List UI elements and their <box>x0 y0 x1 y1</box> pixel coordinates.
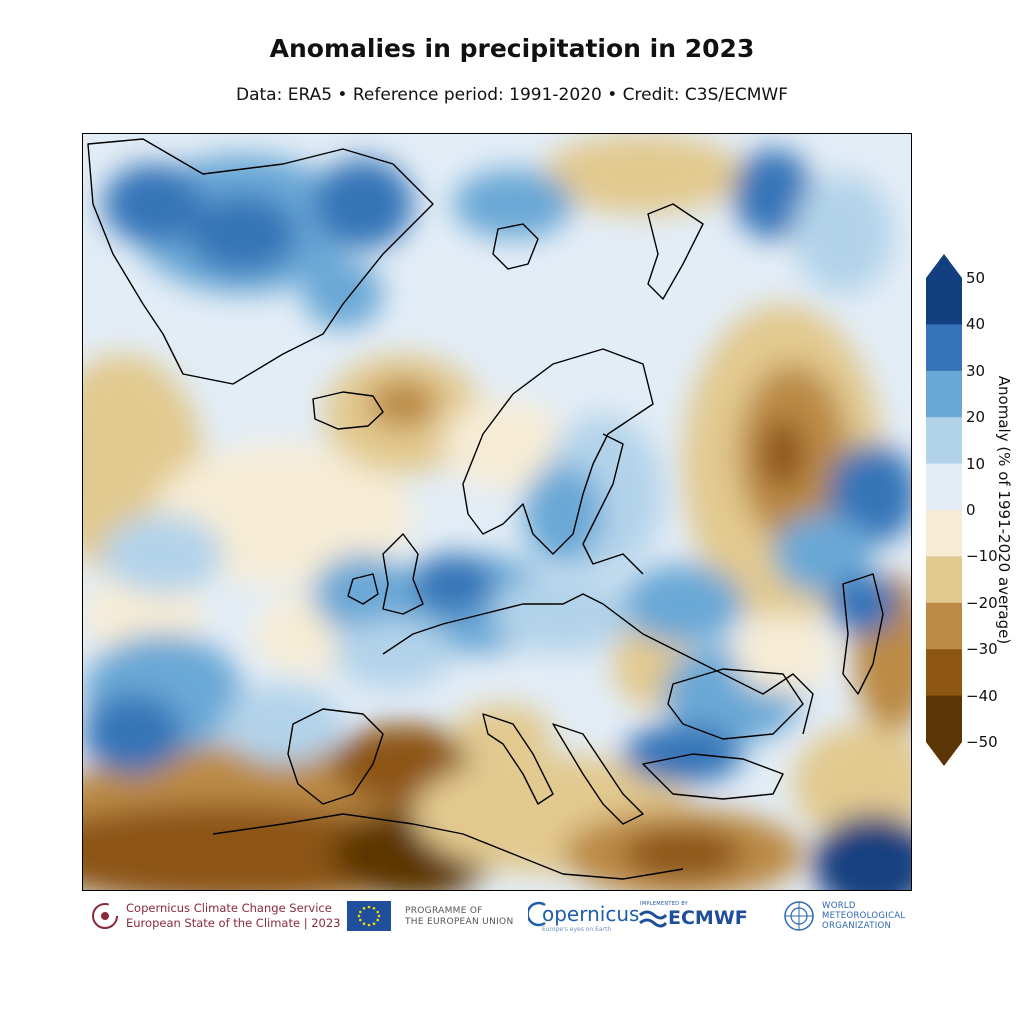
colorbar <box>926 254 962 766</box>
anomaly-map <box>82 133 912 891</box>
wmo-line1: WORLD <box>822 901 856 911</box>
colorbar-tick-label: −40 <box>966 686 998 705</box>
chart-subtitle: Data: ERA5 • Reference period: 1991-2020… <box>236 85 788 105</box>
copernicus-word: opernicus <box>542 902 640 926</box>
colorbar-bin <box>926 324 962 372</box>
c3s-emblem-icon <box>92 903 118 929</box>
colorbar-bin <box>926 649 962 697</box>
colorbar-bin <box>926 602 962 650</box>
colorbar-tick-label: 50 <box>966 269 986 287</box>
colorbar-tick-label: −20 <box>966 593 998 612</box>
colorbar-tick-label: 30 <box>966 361 986 380</box>
colorbar-tick-label: 20 <box>966 408 986 427</box>
ecmwf-implemented: IMPLEMENTED BY <box>640 901 689 907</box>
chart-title: Anomalies in precipitation in 2023 <box>269 34 755 63</box>
colorbar-tick-label: 0 <box>966 501 976 519</box>
ecmwf-wave-icon <box>639 910 668 928</box>
colorbar-bin <box>926 510 962 557</box>
map-canvas <box>83 134 911 890</box>
ecmwf-word: ECMWF <box>668 907 748 929</box>
colorbar-tick-label: 10 <box>966 454 986 473</box>
eu-line2: THE EUROPEAN UNION <box>405 917 514 927</box>
colorbar-bin <box>926 695 962 743</box>
eu-line1: PROGRAMME OF <box>405 906 483 916</box>
coastlines <box>87 138 884 880</box>
colorbar-bin <box>926 278 962 325</box>
colorbar-bin <box>926 463 962 511</box>
wmo-emblem-icon <box>784 901 814 931</box>
wmo-line3: ORGANIZATION <box>822 921 892 931</box>
colorbar-tick-label: −50 <box>966 733 998 751</box>
colorbar-extend-min <box>926 742 962 766</box>
colorbar-bin <box>926 370 962 418</box>
eu-flag-icon <box>347 901 391 931</box>
colorbar-extend-max <box>926 254 962 278</box>
c3s-line2: European State of the Climate | 2023 <box>126 916 341 930</box>
wmo-line2: METEOROLOGICAL <box>822 911 906 921</box>
colorbar-bin <box>926 417 962 465</box>
copernicus-tagline: Europe's eyes on Earth <box>542 926 612 933</box>
c3s-line1: Copernicus Climate Change Service <box>126 901 332 915</box>
colorbar-tick-label: 40 <box>966 315 986 334</box>
copernicus-c-icon <box>528 901 546 927</box>
colorbar-label: Anomaly (% of 1991-2020 average) <box>995 375 1013 645</box>
anomaly-field <box>83 134 911 890</box>
colorbar-tick-label: −30 <box>966 640 998 659</box>
colorbar-bin <box>926 556 962 604</box>
colorbar-tick-label: −10 <box>966 547 998 566</box>
footer-logos: Copernicus Climate Change Service Europe… <box>82 895 912 939</box>
